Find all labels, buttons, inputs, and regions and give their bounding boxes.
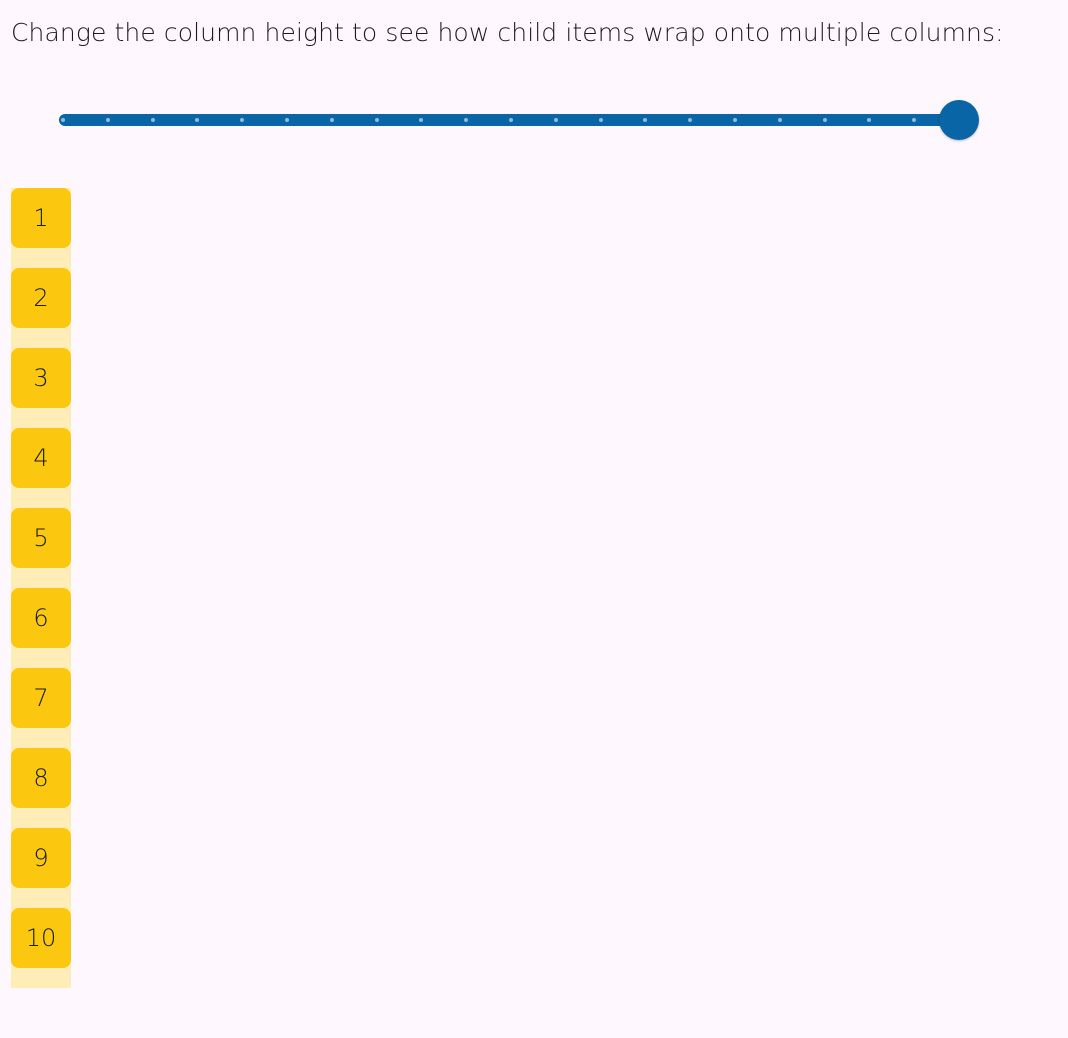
slider-tick <box>240 118 245 122</box>
slider-tick <box>150 118 155 122</box>
column-item: 8 <box>11 748 71 808</box>
slider-thumb[interactable] <box>939 100 979 140</box>
slider-tick <box>374 118 379 122</box>
slider-tick <box>867 118 872 122</box>
slider-tick <box>195 118 200 122</box>
column-item: 5 <box>11 508 71 568</box>
slider-tick <box>598 118 603 122</box>
column-item: 6 <box>11 588 71 648</box>
column-height-slider[interactable] <box>40 96 1002 144</box>
slider-tick <box>733 118 737 122</box>
column-item: 7 <box>11 668 71 728</box>
slider-tick <box>777 118 782 122</box>
slider-tick <box>285 118 289 122</box>
slider-tick <box>912 118 917 122</box>
column-item: 4 <box>11 428 71 488</box>
slider-tick <box>553 118 558 122</box>
slider-tick <box>419 118 424 122</box>
slider-tick <box>329 118 334 122</box>
slider-tick <box>509 118 513 122</box>
column-item: 9 <box>11 828 71 888</box>
slider-tick <box>464 118 469 122</box>
slider-tick <box>643 118 648 122</box>
slider-tick <box>822 118 827 122</box>
column-item: 3 <box>11 348 71 408</box>
slider-tick <box>105 118 110 122</box>
instruction-text: Change the column height to see how chil… <box>11 18 1004 47</box>
column-item: 10 <box>11 908 71 968</box>
slider-tick <box>61 118 65 122</box>
column-item: 2 <box>11 268 71 328</box>
column-item: 1 <box>11 188 71 248</box>
slider-tick <box>688 118 693 122</box>
wrap-column: 1 2 3 4 5 6 7 8 9 10 <box>11 188 71 988</box>
